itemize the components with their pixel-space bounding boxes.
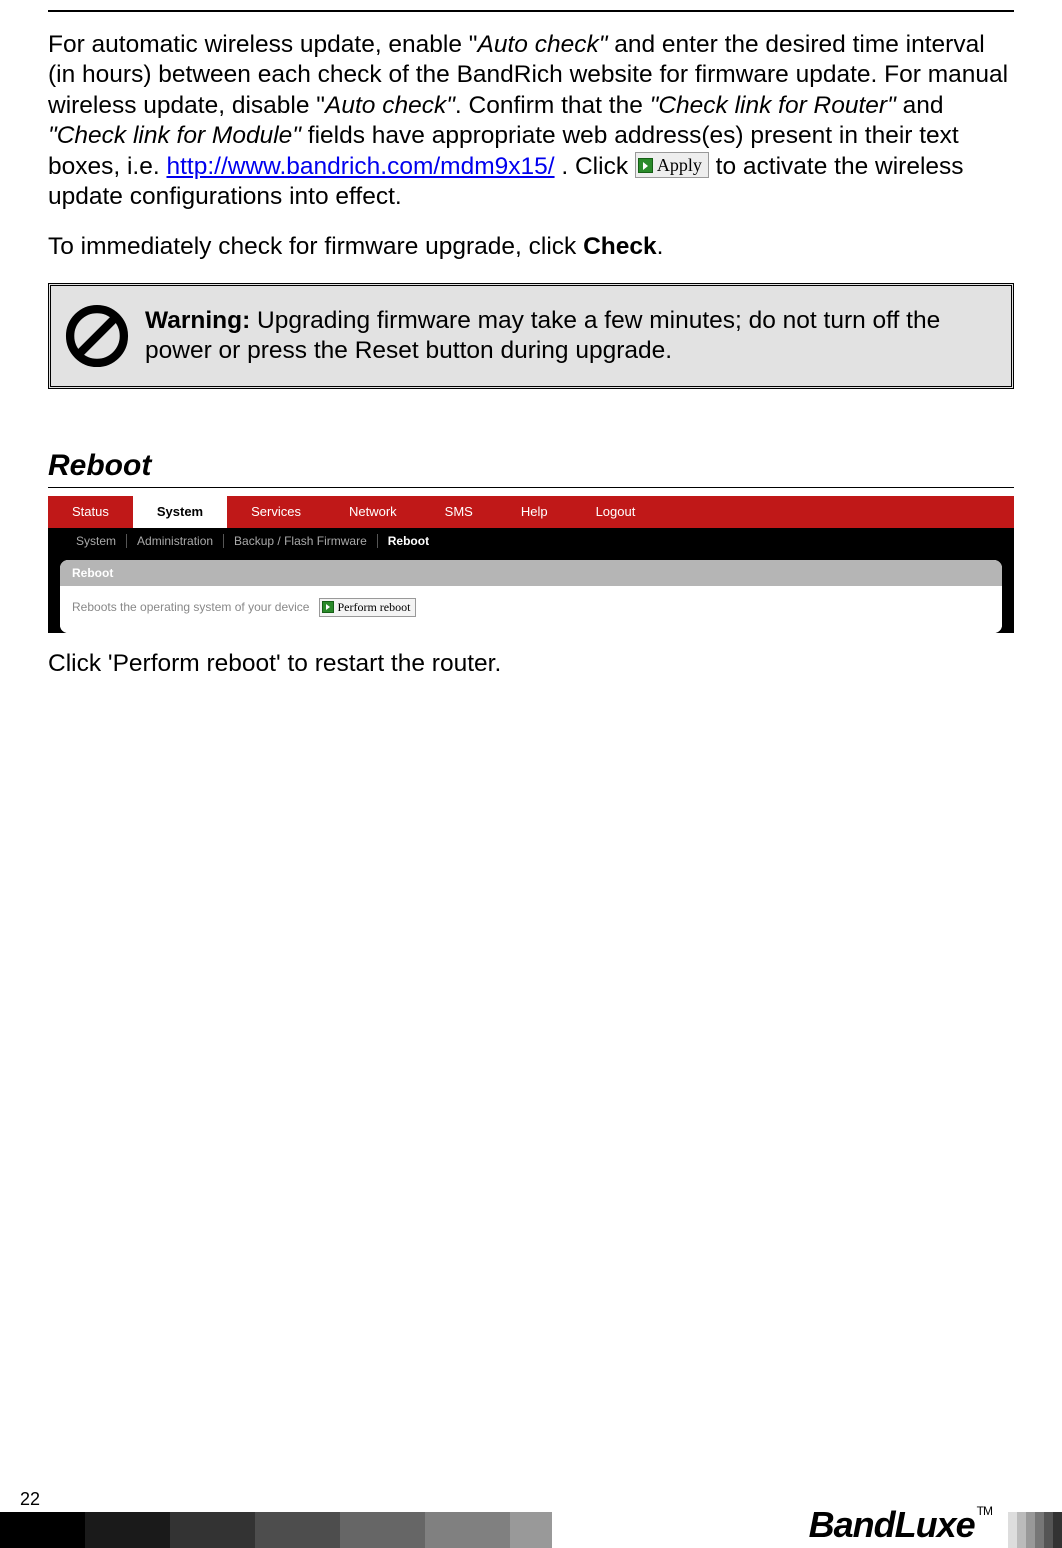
italic-text: Auto check" <box>478 31 608 58</box>
warning-callout: Warning: Upgrading firmware may take a f… <box>48 283 1014 389</box>
text: . Confirm that the <box>455 92 650 119</box>
brand-text: BandLuxe <box>809 1504 975 1545</box>
bold-text: Check <box>583 233 657 260</box>
warning-text: Warning: Upgrading firmware may take a f… <box>145 306 997 366</box>
paragraph-auto-check: For automatic wireless update, enable "A… <box>48 30 1014 212</box>
italic-text: Auto check" <box>325 92 455 119</box>
page-footer: 22 BandLuxeTM <box>0 1489 1062 1548</box>
text: . <box>657 233 664 260</box>
brand-logo: BandLuxeTM <box>809 1504 992 1546</box>
play-icon <box>322 601 334 613</box>
bandrich-url-link[interactable]: http://www.bandrich.com/mdm9x15/ <box>166 153 554 180</box>
footer-bar: BandLuxeTM <box>0 1512 1062 1548</box>
subtab-administration[interactable]: Administration <box>127 534 224 548</box>
text: . Click <box>555 153 635 180</box>
trademark-symbol: TM <box>977 1504 992 1518</box>
apply-button[interactable]: Apply <box>635 152 709 178</box>
perform-reboot-label: Perform reboot <box>337 600 410 615</box>
subtab-system[interactable]: System <box>66 534 127 548</box>
tab-system[interactable]: System <box>133 496 227 528</box>
tab-logout[interactable]: Logout <box>572 496 660 528</box>
paragraph-check: To immediately check for firmware upgrad… <box>48 232 1014 262</box>
screenshot-caption: Click 'Perform reboot' to restart the ro… <box>48 649 1014 679</box>
reboot-panel: Reboot Reboots the operating system of y… <box>60 560 1002 633</box>
page-content: For automatic wireless update, enable "A… <box>0 12 1062 679</box>
warning-body: Upgrading firmware may take a few minute… <box>145 307 940 364</box>
panel-body: Reboots the operating system of your dev… <box>60 586 1002 633</box>
prohibit-icon <box>65 304 129 368</box>
play-icon <box>638 158 653 173</box>
reboot-heading: Reboot <box>48 449 1014 488</box>
tab-status[interactable]: Status <box>48 496 133 528</box>
tab-sms[interactable]: SMS <box>421 496 497 528</box>
panel-title: Reboot <box>60 560 1002 586</box>
subtab-backup-flash[interactable]: Backup / Flash Firmware <box>224 534 378 548</box>
main-tab-bar: Status System Services Network SMS Help … <box>48 496 1014 528</box>
tab-services[interactable]: Services <box>227 496 325 528</box>
tab-network[interactable]: Network <box>325 496 421 528</box>
text: For automatic wireless update, enable " <box>48 31 478 58</box>
perform-reboot-button[interactable]: Perform reboot <box>319 598 416 617</box>
tab-help[interactable]: Help <box>497 496 572 528</box>
grayscale-gradient-right <box>1002 1512 1062 1548</box>
italic-text: "Check link for Router" <box>650 92 896 119</box>
panel-description: Reboots the operating system of your dev… <box>72 600 309 614</box>
apply-label: Apply <box>657 154 702 176</box>
italic-text: "Check link for Module" <box>48 122 301 149</box>
text: To immediately check for firmware upgrad… <box>48 233 583 260</box>
router-ui-screenshot: Status System Services Network SMS Help … <box>48 496 1014 633</box>
sub-tab-bar: System Administration Backup / Flash Fir… <box>48 528 1014 554</box>
warning-label: Warning: <box>145 307 250 334</box>
text: and <box>896 92 944 119</box>
subtab-reboot[interactable]: Reboot <box>378 534 439 548</box>
